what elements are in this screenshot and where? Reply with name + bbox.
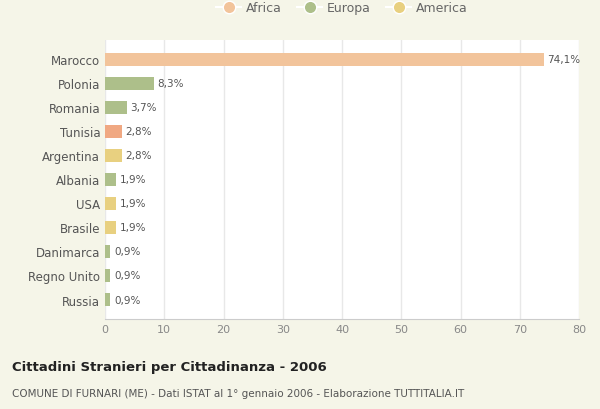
Text: 2,8%: 2,8% xyxy=(125,127,152,137)
Bar xyxy=(105,54,544,67)
Bar xyxy=(105,126,122,139)
Bar xyxy=(105,173,116,187)
Legend: Africa, Europa, America: Africa, Europa, America xyxy=(211,0,473,20)
Text: 0,9%: 0,9% xyxy=(114,271,140,281)
Text: 0,9%: 0,9% xyxy=(114,247,140,257)
Text: 8,3%: 8,3% xyxy=(158,79,184,89)
Text: 2,8%: 2,8% xyxy=(125,151,152,161)
Text: Cittadini Stranieri per Cittadinanza - 2006: Cittadini Stranieri per Cittadinanza - 2… xyxy=(12,360,327,373)
Text: COMUNE DI FURNARI (ME) - Dati ISTAT al 1° gennaio 2006 - Elaborazione TUTTITALIA: COMUNE DI FURNARI (ME) - Dati ISTAT al 1… xyxy=(12,389,464,398)
Bar xyxy=(105,149,122,163)
Text: 3,7%: 3,7% xyxy=(130,103,157,113)
Text: 1,9%: 1,9% xyxy=(120,199,146,209)
Bar xyxy=(105,269,110,282)
Text: 74,1%: 74,1% xyxy=(548,55,581,65)
Bar xyxy=(105,197,116,211)
Text: 1,9%: 1,9% xyxy=(120,175,146,185)
Bar xyxy=(105,293,110,306)
Text: 0,9%: 0,9% xyxy=(114,295,140,305)
Text: 1,9%: 1,9% xyxy=(120,223,146,233)
Bar xyxy=(105,101,127,115)
Bar xyxy=(105,245,110,258)
Bar xyxy=(105,78,154,91)
Bar xyxy=(105,221,116,234)
